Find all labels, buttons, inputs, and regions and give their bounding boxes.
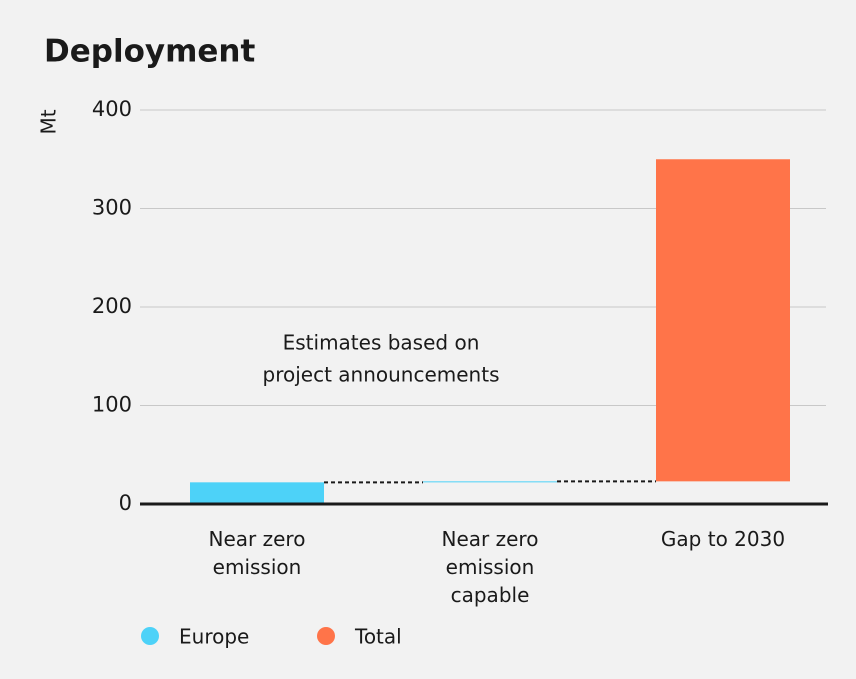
x-tick-label: Gap to 2030	[661, 527, 785, 551]
annotation: project announcements	[263, 363, 500, 387]
x-tick-label: Near zero emission capable	[442, 527, 539, 607]
y-tick-label: 200	[92, 294, 132, 318]
y-tick-label: 300	[92, 196, 132, 220]
legend-marker	[141, 627, 159, 645]
legend-marker	[317, 627, 335, 645]
annotation: Estimates based on	[283, 331, 480, 355]
bar	[656, 159, 790, 482]
legend-label: Europe	[179, 625, 249, 649]
y-tick-label: 400	[92, 97, 132, 121]
bar	[423, 481, 557, 483]
y-tick-label: 100	[92, 393, 132, 417]
x-tick-label: Near zero emission	[209, 527, 306, 579]
chart-title: Deployment	[44, 34, 255, 70]
y-tick-label: 0	[119, 491, 132, 515]
bar	[190, 482, 324, 504]
legend-label: Total	[354, 625, 402, 649]
y-axis-label: Mt	[37, 109, 61, 134]
